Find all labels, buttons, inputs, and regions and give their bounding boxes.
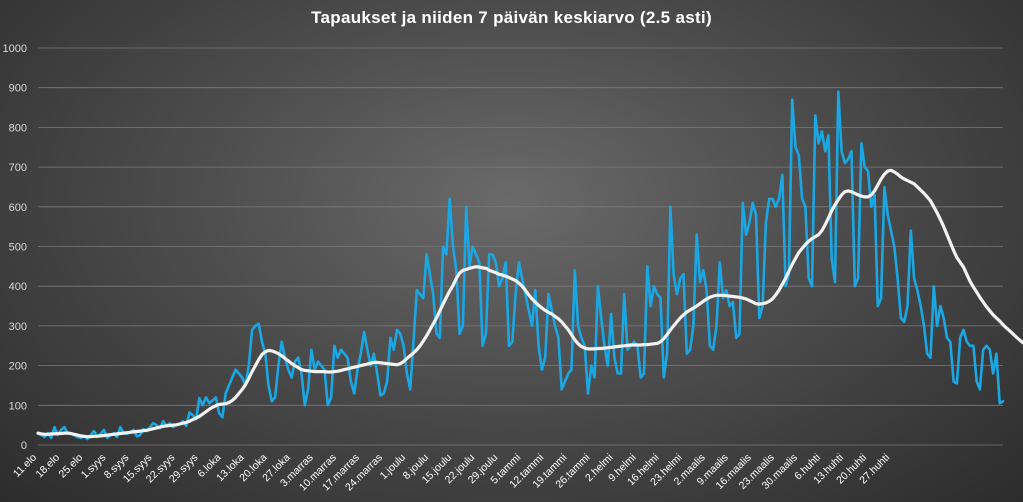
y-tick-label: 800 xyxy=(9,122,27,134)
y-tick-label: 600 xyxy=(9,202,27,214)
y-tick-label: 1000 xyxy=(3,43,27,55)
average-line xyxy=(36,168,1023,439)
x-tick-label: 11.elo xyxy=(11,452,39,480)
y-tick-label: 0 xyxy=(21,440,27,452)
x-tick-label: 18.elo xyxy=(33,452,62,481)
series-layer xyxy=(36,90,1023,441)
y-tick-label: 300 xyxy=(9,321,27,333)
daily-cases-line xyxy=(36,90,1005,441)
y-tick-label: 700 xyxy=(9,162,27,174)
y-tick-label: 100 xyxy=(9,400,27,412)
y-tick-label: 900 xyxy=(9,83,27,95)
y-axis-ticks: 0 100 200 300 400 500 600 700 800 900 1000 xyxy=(3,43,27,452)
x-axis-ticks: 11.elo18.elo25.elo1.syys8.syys15.syys22.… xyxy=(11,452,892,494)
y-tick-label: 400 xyxy=(9,281,27,293)
y-tick-label: 200 xyxy=(9,361,27,373)
y-tick-label: 500 xyxy=(9,242,27,254)
chart-title: Tapaukset ja niiden 7 päivän keskiarvo (… xyxy=(311,8,712,27)
x-tick-label: 1.syys xyxy=(79,452,109,482)
